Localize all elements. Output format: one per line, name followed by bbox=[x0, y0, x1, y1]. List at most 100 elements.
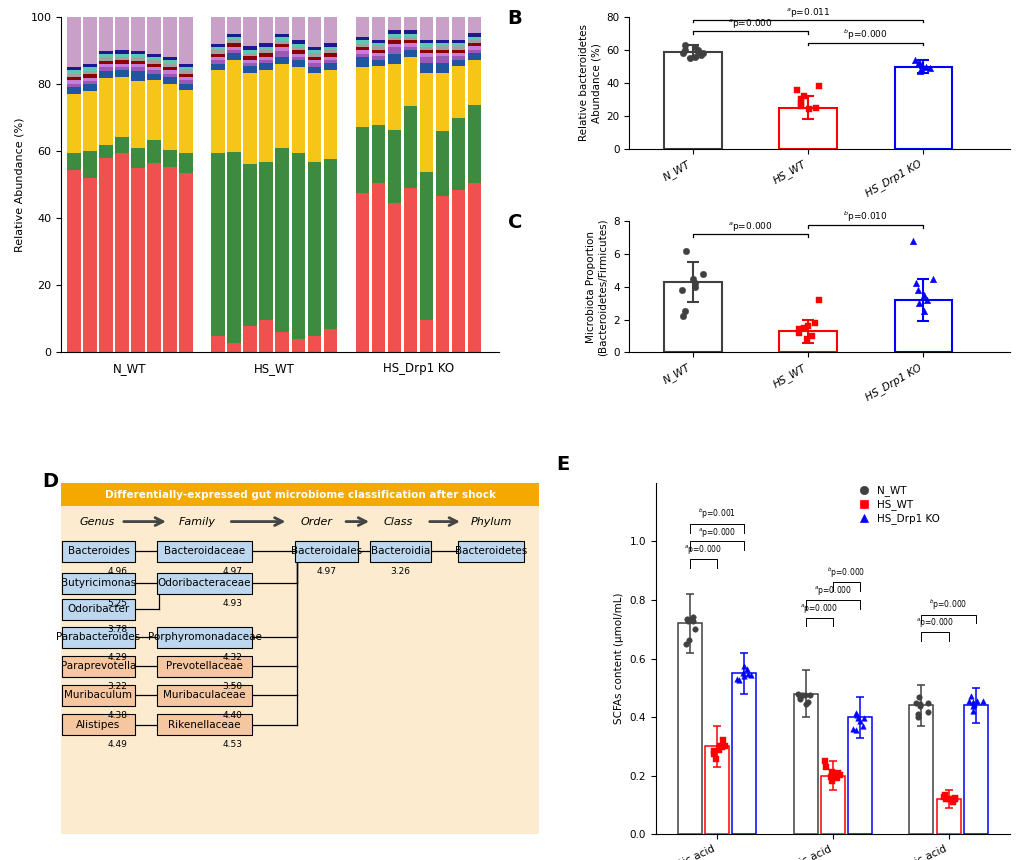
Bar bbox=[115, 153, 128, 353]
Point bbox=[844, 722, 860, 735]
Point bbox=[694, 46, 710, 60]
Bar bbox=[435, 40, 449, 43]
Bar bbox=[323, 17, 337, 44]
Point bbox=[791, 322, 807, 336]
Bar bbox=[259, 53, 273, 57]
Text: C: C bbox=[507, 213, 522, 232]
Text: Differentially-expressed gut microbiome classification after shock: Differentially-expressed gut microbiome … bbox=[105, 489, 495, 500]
Bar bbox=[387, 30, 400, 34]
Bar bbox=[371, 66, 385, 125]
Bar bbox=[227, 40, 240, 44]
Bar bbox=[779, 331, 837, 353]
Bar bbox=[419, 64, 433, 73]
Bar bbox=[115, 77, 128, 137]
Bar bbox=[404, 17, 417, 30]
Bar bbox=[291, 47, 305, 51]
Text: Class: Class bbox=[383, 517, 413, 526]
Bar bbox=[163, 71, 176, 74]
Bar bbox=[244, 46, 257, 50]
Point bbox=[854, 719, 870, 733]
Bar bbox=[179, 83, 193, 90]
Bar bbox=[179, 64, 193, 67]
Text: $^a$p=0.000: $^a$p=0.000 bbox=[799, 602, 838, 615]
Bar bbox=[163, 67, 176, 71]
Bar bbox=[419, 50, 433, 53]
Bar bbox=[131, 71, 145, 81]
Bar bbox=[211, 336, 225, 353]
Text: 5.25: 5.25 bbox=[107, 599, 127, 607]
Point bbox=[686, 40, 702, 53]
Bar bbox=[131, 67, 145, 71]
Bar bbox=[291, 339, 305, 353]
Bar bbox=[244, 72, 257, 163]
Point bbox=[792, 93, 808, 107]
Bar bbox=[67, 74, 81, 77]
Bar bbox=[99, 64, 113, 67]
Point bbox=[918, 293, 934, 307]
Point bbox=[684, 610, 700, 624]
Bar bbox=[163, 83, 176, 150]
Bar bbox=[131, 54, 145, 58]
Point bbox=[907, 277, 923, 291]
Bar bbox=[115, 137, 128, 153]
FancyBboxPatch shape bbox=[157, 714, 252, 735]
Point bbox=[674, 283, 690, 297]
Bar bbox=[84, 91, 97, 151]
Bar bbox=[275, 17, 288, 34]
Point bbox=[796, 688, 812, 702]
Point bbox=[799, 695, 815, 709]
Bar bbox=[419, 40, 433, 44]
Point bbox=[924, 272, 941, 286]
Bar bbox=[115, 57, 128, 60]
Bar bbox=[404, 44, 417, 46]
Bar bbox=[894, 66, 952, 149]
Point bbox=[678, 611, 694, 625]
Bar bbox=[179, 67, 193, 71]
FancyBboxPatch shape bbox=[62, 627, 135, 648]
Bar bbox=[67, 83, 81, 87]
Point bbox=[676, 43, 692, 57]
Bar bbox=[404, 188, 417, 353]
Bar bbox=[67, 94, 81, 153]
Point bbox=[788, 83, 804, 96]
Point bbox=[790, 687, 806, 701]
Bar bbox=[84, 64, 97, 67]
Bar bbox=[179, 153, 193, 173]
Bar bbox=[275, 332, 288, 353]
Bar bbox=[67, 170, 81, 353]
Bar bbox=[419, 17, 433, 40]
Text: Bacteroidaceae: Bacteroidaceae bbox=[164, 546, 245, 556]
Point bbox=[822, 774, 839, 788]
Bar bbox=[371, 50, 385, 53]
Bar bbox=[211, 57, 225, 60]
Bar bbox=[244, 17, 257, 46]
Point bbox=[909, 710, 925, 723]
Bar bbox=[211, 153, 225, 336]
Bar bbox=[275, 58, 288, 64]
Bar bbox=[131, 61, 145, 64]
Bar bbox=[779, 108, 837, 149]
Point bbox=[910, 691, 926, 704]
Bar bbox=[419, 172, 433, 320]
Bar bbox=[115, 71, 128, 77]
Y-axis label: Relative bacteroidetes
Abundance (%): Relative bacteroidetes Abundance (%) bbox=[579, 24, 600, 141]
Point bbox=[910, 57, 926, 71]
Bar bbox=[67, 77, 81, 80]
Bar bbox=[291, 57, 305, 60]
Bar bbox=[820, 776, 844, 834]
Text: 3.78: 3.78 bbox=[107, 625, 127, 634]
Bar bbox=[451, 190, 465, 353]
Point bbox=[678, 636, 694, 650]
Point bbox=[921, 61, 937, 75]
Bar bbox=[244, 56, 257, 59]
Bar bbox=[663, 52, 721, 149]
Bar bbox=[179, 80, 193, 83]
Bar bbox=[435, 131, 449, 196]
Point bbox=[807, 101, 823, 114]
Point bbox=[915, 288, 931, 302]
Bar bbox=[323, 57, 337, 60]
Bar bbox=[99, 71, 113, 77]
Bar bbox=[323, 70, 337, 158]
Point bbox=[946, 792, 962, 806]
Text: Paraprevotella: Paraprevotella bbox=[61, 661, 137, 672]
